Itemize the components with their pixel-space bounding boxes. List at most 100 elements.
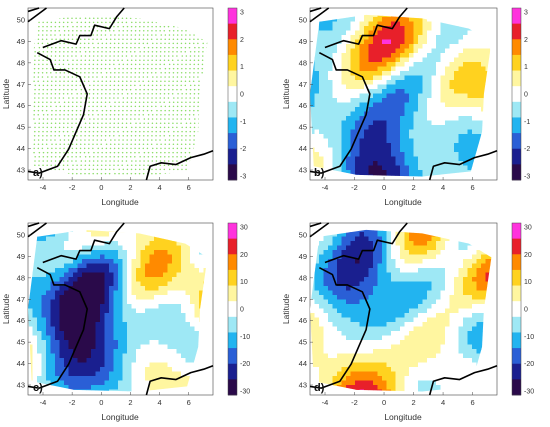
field-cell <box>418 57 423 63</box>
field-cell <box>167 371 173 377</box>
field-cell <box>185 299 191 305</box>
field-cell <box>176 250 182 255</box>
field-cell <box>199 281 204 287</box>
observation-dot <box>34 126 36 129</box>
field-cell <box>127 362 132 368</box>
field-cell <box>176 259 182 264</box>
field-cell <box>418 125 423 130</box>
field-cell <box>127 349 132 354</box>
field-cell <box>77 304 83 309</box>
observation-dot <box>100 172 103 175</box>
observation-dot <box>156 38 158 40</box>
field-cell <box>122 317 128 323</box>
field-cell <box>319 71 324 76</box>
field-cell <box>64 317 69 323</box>
field-cell <box>476 57 482 63</box>
colorbar-swatch <box>512 54 521 71</box>
observation-dot <box>168 80 170 82</box>
field-cell <box>427 107 432 112</box>
observation-dot <box>117 164 119 166</box>
field-cell <box>190 290 195 296</box>
field-cell <box>77 281 83 287</box>
field-cell <box>355 102 360 108</box>
field-cell <box>373 102 378 108</box>
observation-dot <box>177 97 179 99</box>
field-cell <box>73 229 78 233</box>
observation-dot <box>84 93 87 95</box>
observation-dot <box>75 76 78 78</box>
field-cell <box>400 66 405 72</box>
field-cell <box>346 71 351 76</box>
field-cell <box>310 120 315 126</box>
observation-dot <box>197 76 199 78</box>
observation-dot <box>71 126 73 129</box>
observation-dot <box>71 93 73 95</box>
field-cell <box>395 44 401 49</box>
observation-dot <box>192 114 195 116</box>
observation-dot <box>109 156 111 158</box>
field-cell <box>190 286 195 291</box>
field-cell <box>382 165 387 171</box>
field-cell <box>341 111 347 117</box>
observation-dot <box>63 109 65 112</box>
observation-dot <box>176 46 178 49</box>
field-cell <box>359 170 365 175</box>
observation-dot <box>164 105 167 108</box>
observation-dot <box>67 84 69 87</box>
field-cell <box>413 107 419 112</box>
field-cell <box>185 254 191 260</box>
field-cell <box>391 80 396 85</box>
field-cell <box>149 317 155 323</box>
observation-dot <box>83 80 86 82</box>
observation-dot <box>142 42 145 45</box>
y-tick-label: 50 <box>17 16 25 25</box>
field-cell <box>41 367 47 372</box>
field-cell <box>467 129 473 135</box>
field-cell <box>310 111 315 117</box>
observation-dot <box>75 38 78 40</box>
observation-dot <box>139 164 141 166</box>
observation-dot <box>121 80 124 82</box>
observation-dot <box>46 88 49 91</box>
observation-dot <box>159 84 162 87</box>
field-cell <box>404 125 410 130</box>
field-cell <box>73 358 78 363</box>
field-cell <box>68 277 74 282</box>
field-cell <box>418 165 423 171</box>
field-cell <box>310 125 315 130</box>
field-cell <box>149 250 155 255</box>
observation-dot <box>172 55 174 57</box>
field-cell <box>449 147 455 153</box>
observation-dot <box>121 164 123 166</box>
field-cell <box>458 170 464 175</box>
observation-dot <box>100 30 103 32</box>
field-cell <box>167 313 173 318</box>
field-cell <box>176 322 182 327</box>
colorbar-swatch <box>228 133 237 150</box>
field-cell <box>145 326 150 332</box>
field-cell <box>55 331 60 336</box>
field-cell <box>323 84 329 90</box>
field-cell <box>176 358 182 363</box>
field-cell <box>136 304 141 309</box>
observation-dot <box>134 34 137 36</box>
field-cell <box>163 281 168 287</box>
field-cell <box>176 353 182 359</box>
field-cell <box>485 62 491 67</box>
observation-dot <box>59 51 61 53</box>
field-cell <box>323 134 329 139</box>
field-cell <box>181 367 186 372</box>
field-cell <box>472 143 477 148</box>
observation-dot <box>131 21 133 24</box>
observation-dot <box>160 147 162 150</box>
observation-dot <box>202 51 204 53</box>
observation-dot <box>79 84 82 87</box>
field-cell <box>109 358 114 363</box>
field-cell <box>337 35 342 40</box>
field-cell <box>145 349 150 354</box>
field-cell <box>467 93 473 99</box>
observation-dot <box>33 80 35 82</box>
observation-dot <box>188 114 191 116</box>
observation-dot <box>122 143 124 145</box>
field-cell <box>422 53 428 58</box>
